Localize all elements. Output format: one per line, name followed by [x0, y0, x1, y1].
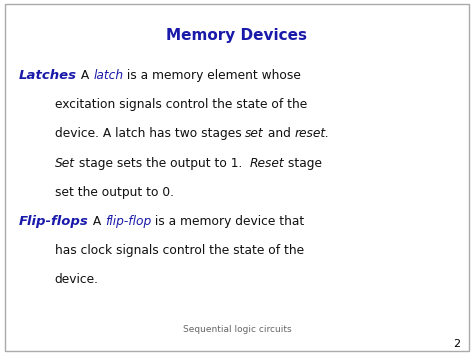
Text: 2: 2 — [453, 339, 460, 349]
Text: Memory Devices: Memory Devices — [166, 28, 308, 43]
Text: Set: Set — [55, 157, 74, 170]
Text: excitation signals control the state of the: excitation signals control the state of … — [55, 98, 307, 111]
Text: Reset: Reset — [250, 157, 284, 170]
Text: Latches: Latches — [19, 69, 77, 82]
Text: A: A — [77, 69, 93, 82]
Text: reset.: reset. — [294, 127, 329, 141]
Text: and: and — [264, 127, 294, 141]
Text: latch: latch — [93, 69, 123, 82]
Text: Sequential logic circuits: Sequential logic circuits — [182, 325, 292, 334]
Text: device. A latch has two stages: device. A latch has two stages — [55, 127, 245, 141]
Text: stage: stage — [284, 157, 322, 170]
Text: A: A — [89, 215, 105, 228]
Text: device.: device. — [55, 273, 99, 286]
Text: set: set — [245, 127, 264, 141]
Text: is a memory element whose: is a memory element whose — [123, 69, 301, 82]
Text: has clock signals control the state of the: has clock signals control the state of t… — [55, 244, 304, 257]
Text: stage sets the output to 1.: stage sets the output to 1. — [74, 157, 250, 170]
Text: Flip-flops: Flip-flops — [19, 215, 89, 228]
FancyBboxPatch shape — [5, 4, 469, 351]
Text: is a memory device that: is a memory device that — [151, 215, 304, 228]
Text: set the output to 0.: set the output to 0. — [55, 186, 173, 199]
Text: flip-flop: flip-flop — [105, 215, 151, 228]
